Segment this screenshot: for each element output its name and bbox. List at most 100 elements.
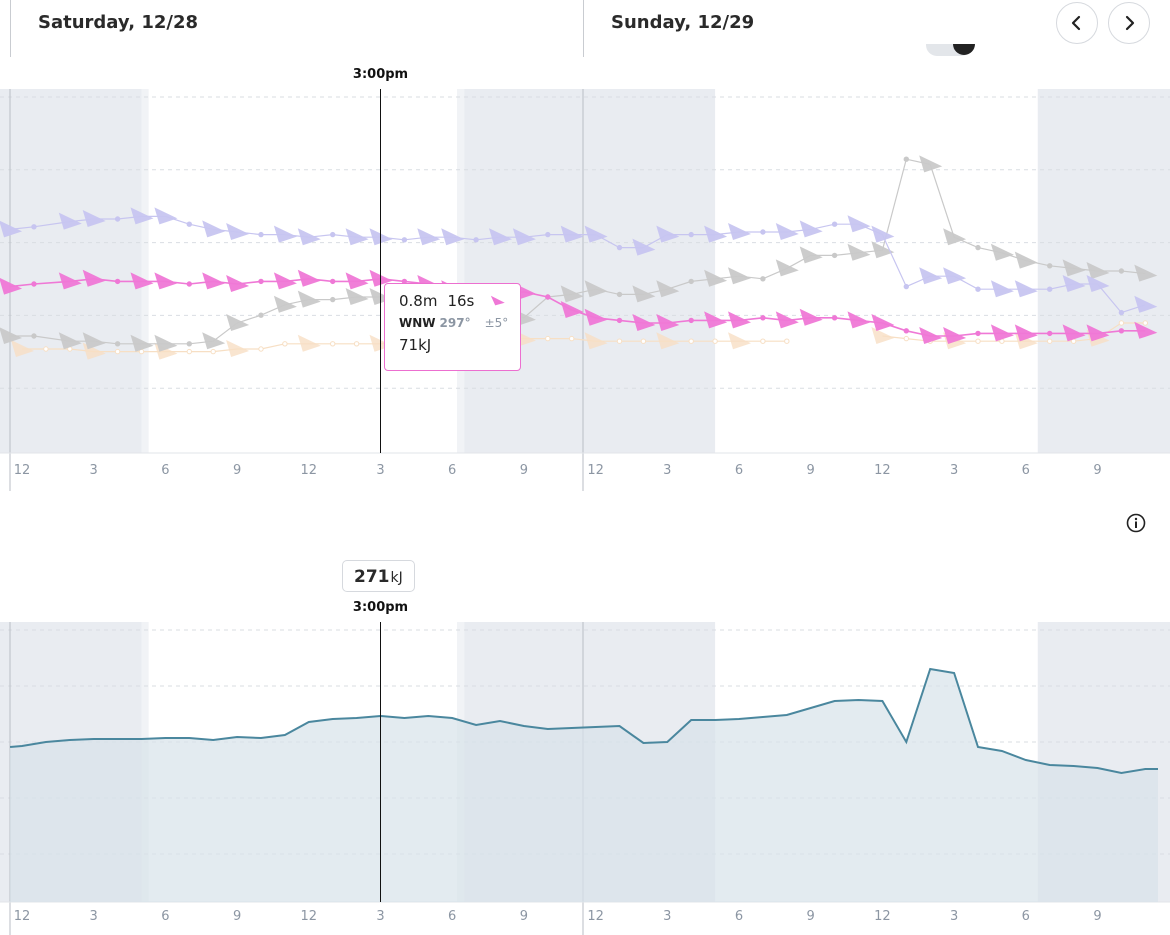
x-tick-label: 9 (1093, 463, 1101, 478)
x-tick-label: 12 (874, 909, 891, 924)
swell3-point (186, 341, 193, 347)
swell2-point (616, 244, 623, 251)
swell3-point (1118, 268, 1125, 274)
swell1-direction-arrow (58, 272, 82, 290)
swell3-direction-arrow (728, 267, 751, 285)
energy-value: 271 (354, 567, 390, 587)
next-day-button[interactable] (1108, 2, 1150, 44)
swell2-point (975, 286, 981, 292)
swell2-point (31, 224, 37, 230)
x-tick-label: 6 (1022, 463, 1030, 478)
swell2-direction-arrow (919, 267, 943, 285)
swell2-direction-arrow (1134, 295, 1158, 313)
day-title-saturday: Saturday, 12/28 (38, 12, 198, 33)
swell3-direction-arrow (297, 290, 321, 308)
swell4-point (186, 348, 193, 355)
energy-line (9, 667, 1158, 775)
swell3-direction-arrow (226, 314, 250, 331)
swell2-direction-arrow (1086, 275, 1110, 292)
x-tick-label: 9 (520, 463, 528, 478)
x-tick-label: 12 (301, 463, 318, 478)
swell3-direction-arrow (58, 332, 82, 350)
day-separator-left (10, 0, 11, 57)
swell3-direction-arrow (584, 280, 608, 298)
swell2-direction-arrow (632, 238, 656, 256)
swell1-direction-arrow (226, 275, 250, 292)
x-tick-label: 6 (1022, 909, 1030, 924)
tooltip-period: 16s (447, 292, 475, 310)
swell4-point (258, 346, 264, 352)
swell2-point (473, 237, 479, 243)
swell3-direction-arrow (345, 288, 369, 305)
tooltip-height: 0.8m (399, 292, 438, 310)
swell4-point (545, 335, 551, 342)
swell1-direction-arrow (560, 301, 584, 318)
swell4-point (1118, 320, 1125, 326)
swell3-point (258, 312, 264, 318)
swell1-direction-arrow (584, 308, 608, 326)
swell3-direction-arrow (990, 243, 1014, 261)
swell1-direction-arrow (1062, 324, 1086, 342)
swell3-direction-arrow (273, 295, 297, 313)
swell4-point (784, 338, 790, 344)
swell4-point (569, 335, 575, 342)
x-tick-label: 9 (233, 909, 241, 924)
swell1-direction-arrow (130, 272, 154, 290)
x-tick-label: 3 (376, 909, 384, 924)
swell2-direction-arrow (0, 220, 23, 238)
swell3-direction-arrow (1134, 264, 1158, 282)
swell4-point (330, 341, 336, 347)
swell2-direction-arrow (82, 210, 106, 227)
swell1-direction-arrow (943, 327, 967, 344)
swell4-point (688, 338, 694, 344)
swell1-direction-arrow (0, 278, 23, 295)
x-tick-label: 12 (587, 909, 604, 924)
swell1-direction-arrow (656, 314, 680, 331)
swell1-direction-arrow (847, 311, 871, 329)
swell2-direction-arrow (441, 228, 465, 246)
swell4-point (43, 346, 49, 352)
swell2-direction-arrow (1014, 280, 1038, 298)
swell1-direction-arrow (1086, 324, 1110, 342)
swell2-direction-arrow (297, 228, 321, 246)
chevron-right-icon (1125, 15, 1135, 31)
x-tick-label: 6 (161, 463, 169, 478)
swell3-direction-arrow (656, 280, 680, 298)
swell2-point (1047, 286, 1053, 292)
tooltip-direction: WNW (399, 316, 436, 330)
swell2-direction-arrow (512, 228, 536, 246)
time-cursor-label: 3:00pm (353, 600, 408, 615)
swell3-direction-arrow (1062, 259, 1086, 277)
swell-chart: 12 3 6 9 12 3 6 9 12 3 6 9 12 3 6 9 3:00pm (0, 67, 1170, 491)
swell1-point (903, 328, 909, 334)
swell-direction-arrow-icon (491, 295, 506, 306)
swell1-direction-arrow (775, 311, 799, 329)
x-tick-label: 3 (950, 463, 958, 478)
info-icon[interactable] (1126, 513, 1146, 533)
previous-day-button[interactable] (1056, 2, 1098, 44)
swell2-direction-arrow (990, 280, 1014, 298)
swell2-direction-arrow (1062, 275, 1086, 292)
time-cursor-label: 3:00pm (353, 67, 408, 82)
swell4-point (903, 335, 909, 342)
swell3-point (330, 296, 336, 303)
swell4-point (616, 338, 623, 344)
swell1-point (688, 317, 694, 324)
swell3-direction-arrow (632, 285, 656, 303)
swell3-direction-arrow (154, 334, 178, 352)
swell2-point (114, 216, 121, 222)
swell4-point (282, 341, 288, 347)
swell2-direction-arrow (417, 228, 441, 246)
swell2-direction-arrow (58, 212, 82, 230)
swell3-direction-arrow (1014, 251, 1038, 269)
swell4-point (640, 338, 647, 344)
swell2-point (401, 237, 408, 243)
x-tick-label: 6 (735, 463, 743, 478)
swell1-point (1047, 330, 1053, 337)
swell2-direction-arrow (728, 223, 751, 240)
swell2-point (545, 231, 551, 238)
units-toggle[interactable] (926, 44, 978, 64)
swell-tooltip: 0.8m 16s WNW 297° ±5° 71kJ (384, 283, 521, 371)
energy-chart: 12 3 6 9 12 3 6 9 12 3 6 9 12 3 6 9 3:00pm (0, 600, 1170, 935)
swell3-point (688, 278, 694, 285)
